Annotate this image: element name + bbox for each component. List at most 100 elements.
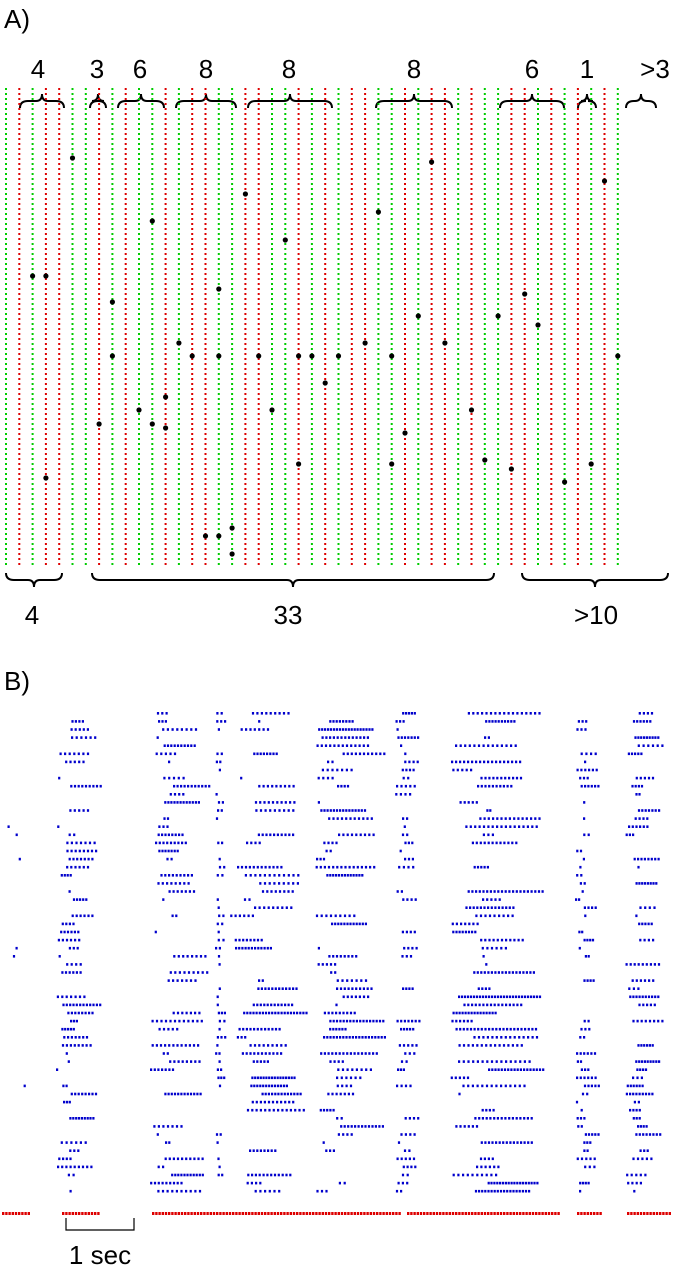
spike (523, 890, 526, 893)
spike (400, 890, 403, 893)
spike (181, 841, 184, 845)
top-brace (247, 93, 333, 109)
spike (302, 1011, 305, 1015)
spike (523, 1060, 526, 1063)
spike (397, 1141, 401, 1144)
spike (652, 938, 655, 942)
event-mark (461, 1212, 464, 1215)
spike (498, 1027, 501, 1031)
spike (408, 1052, 411, 1055)
spike (626, 1173, 629, 1177)
spike (161, 720, 164, 723)
spike (467, 995, 470, 999)
spike (317, 776, 320, 780)
event-mark (554, 1212, 557, 1215)
spike (352, 1019, 355, 1023)
spike (583, 1117, 586, 1120)
spike (501, 1181, 505, 1185)
spike (58, 776, 61, 780)
spike (491, 744, 494, 747)
spike (79, 898, 82, 901)
spike (490, 1189, 493, 1193)
spike (500, 1068, 503, 1071)
spike (500, 1060, 503, 1063)
spike (479, 995, 482, 999)
spike (473, 995, 476, 999)
spike (69, 1117, 72, 1120)
spike (255, 1181, 258, 1185)
spike (166, 728, 169, 731)
spike (642, 712, 645, 715)
spike (286, 1092, 289, 1096)
spike (176, 1027, 179, 1031)
spike (185, 728, 188, 731)
event-mark (206, 1212, 209, 1215)
spike (160, 752, 163, 756)
spike (342, 1036, 345, 1039)
spike (176, 890, 179, 893)
spike (349, 1052, 352, 1055)
spike (464, 744, 467, 747)
spike (189, 1173, 192, 1177)
spike (65, 1165, 68, 1169)
spike (217, 938, 220, 942)
spike (580, 1027, 583, 1031)
spike (265, 712, 268, 715)
spike (57, 1165, 60, 1169)
event-mark (158, 1212, 161, 1215)
event-mark (483, 1212, 487, 1215)
spike (579, 882, 582, 885)
spike (216, 720, 219, 723)
spike (185, 1060, 188, 1063)
spike (324, 744, 328, 747)
spike (238, 914, 241, 918)
spike (635, 1108, 638, 1112)
spike (264, 1011, 268, 1015)
spike (153, 1068, 156, 1071)
spike (639, 938, 642, 942)
spike (416, 760, 419, 764)
data-point (322, 380, 328, 386)
spike (334, 922, 337, 926)
spike (322, 1108, 326, 1112)
data-point (149, 218, 155, 224)
spike (269, 712, 272, 715)
spike (176, 1044, 179, 1047)
spike (516, 1044, 519, 1047)
spike (340, 784, 343, 788)
spike (68, 946, 71, 950)
spike (400, 1084, 403, 1088)
spike (642, 744, 645, 747)
spike (638, 1117, 641, 1120)
spike (329, 736, 332, 739)
spike (92, 1003, 95, 1007)
spike (520, 1141, 523, 1144)
spike (491, 760, 494, 764)
panel-a-dots (29, 155, 621, 557)
spike (357, 1125, 360, 1128)
event-mark (407, 1212, 410, 1215)
spike (591, 1133, 594, 1136)
spike (271, 1044, 274, 1047)
spike (329, 1019, 332, 1023)
spike (276, 1076, 279, 1080)
spike (636, 1019, 639, 1023)
spike (641, 922, 644, 926)
spike (173, 955, 176, 958)
spike (518, 1189, 521, 1193)
spike (204, 955, 207, 958)
spike (337, 922, 340, 926)
event-mark (65, 1212, 68, 1215)
event-mark (174, 1212, 177, 1215)
spike (264, 1108, 267, 1112)
spike (361, 922, 364, 926)
spike (277, 1108, 280, 1112)
event-mark (429, 1212, 432, 1215)
spike (488, 1165, 491, 1169)
spike (410, 1165, 413, 1169)
spike (360, 1052, 364, 1055)
spike (632, 720, 636, 723)
spike (68, 1100, 71, 1104)
spike (503, 760, 506, 764)
spike (587, 784, 590, 788)
